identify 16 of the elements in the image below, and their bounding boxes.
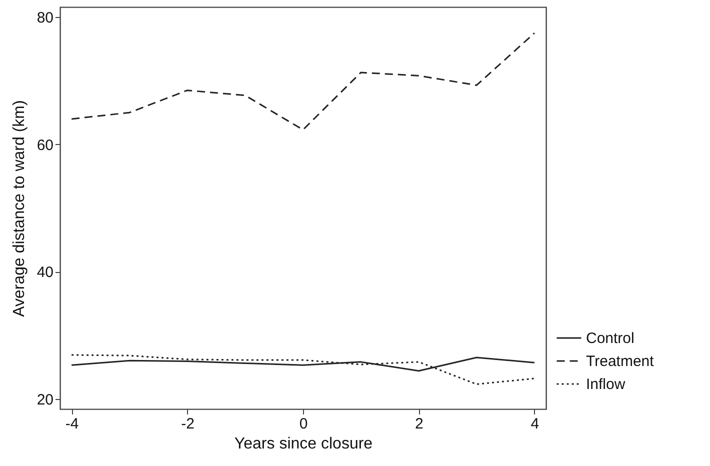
y-tick-label: 40 (36, 264, 54, 282)
legend-label: Treatment (586, 353, 655, 370)
y-tick-label: 60 (36, 136, 54, 154)
x-tick-label: 4 (530, 416, 540, 432)
line-series (70, 32, 536, 131)
x-axis-title: Years since closure (234, 436, 373, 452)
x-tick-label: -2 (181, 416, 194, 432)
y-tick-label: 80 (36, 10, 54, 27)
y-axis-title: Average distance to ward (km) (10, 100, 28, 317)
y-tick-label: 20 (36, 391, 54, 408)
legend-label: Control (586, 330, 634, 347)
x-tick-label: 2 (415, 416, 424, 432)
x-tick-label: -4 (65, 416, 79, 432)
legend-label: Inflow (586, 376, 626, 393)
x-tick-label: 0 (299, 416, 308, 432)
line-series (70, 354, 536, 385)
